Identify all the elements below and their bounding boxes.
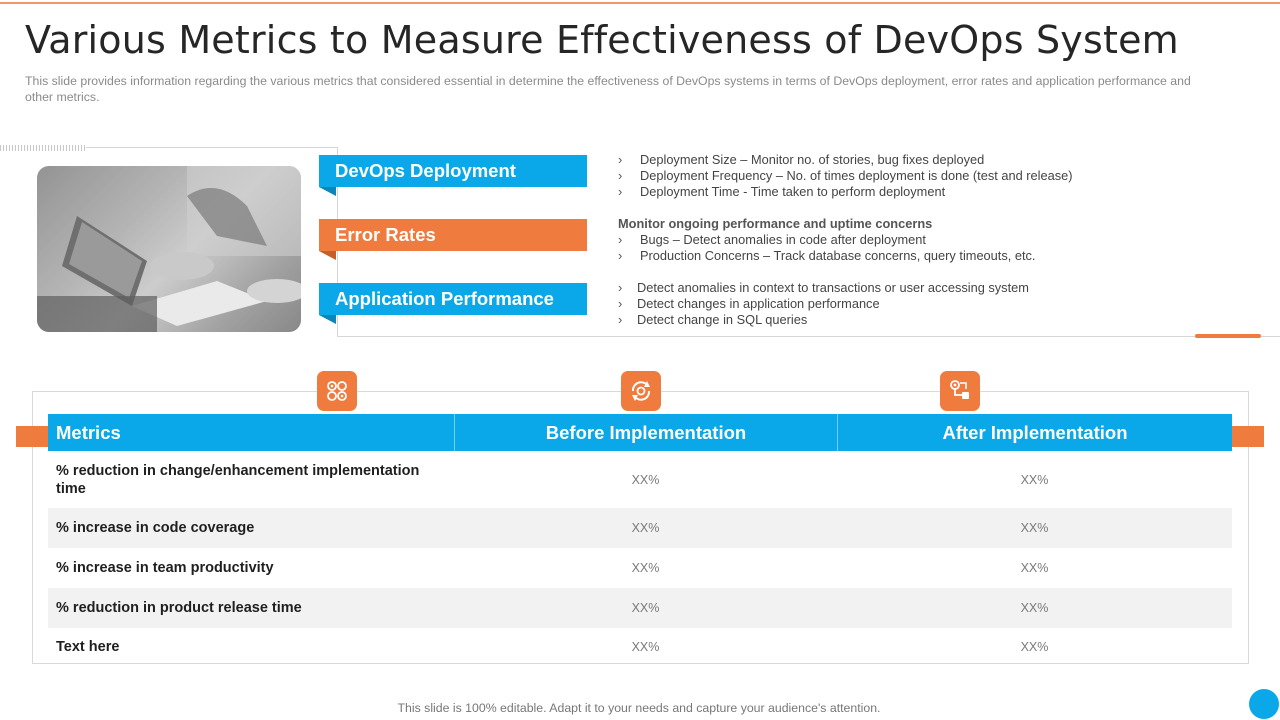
before-value: XX% (631, 640, 660, 654)
detail-bullet: › Bugs – Detect anomalies in code after d… (618, 232, 926, 247)
devops-deployment-details: › Deployment Size – Monitor no. of storie… (618, 152, 1072, 200)
metric-name: Text here (56, 639, 120, 655)
detail-bullet: › Deployment Frequency – No. of times dep… (618, 168, 1073, 183)
chevron-right-icon: › (618, 232, 623, 247)
after-value: XX% (1020, 561, 1049, 575)
cycle-refresh-icon (621, 371, 661, 411)
dashed-divider (0, 145, 86, 151)
category-label: Error Rates (335, 224, 436, 245)
category-tag-devops-deployment: DevOps Deployment (319, 155, 587, 196)
category-label: Application Performance (335, 288, 554, 309)
table-row: Text here XX% XX% (48, 628, 1232, 664)
chevron-right-icon: › (618, 168, 623, 183)
detail-bullet: › Production Concerns – Track database co… (618, 248, 1036, 263)
metric-name: % reduction in change/enhancement implem… (56, 463, 420, 497)
metric-name: % increase in team productivity (56, 560, 274, 576)
category-label: DevOps Deployment (335, 160, 516, 181)
after-value: XX% (1020, 521, 1049, 535)
page-title: Various Metrics to Measure Effectiveness… (25, 18, 1179, 62)
orange-accent-bar (1195, 334, 1261, 338)
chevron-right-icon: › (618, 152, 623, 167)
laptop-meeting-image (37, 166, 301, 332)
before-value: XX% (631, 473, 660, 487)
table-row: % reduction in change/enhancement implem… (48, 451, 1232, 508)
chevron-right-icon: › (618, 312, 623, 327)
column-header-after: After Implementation (837, 414, 1232, 451)
category-tag-application-performance: Application Performance (319, 283, 587, 324)
detail-heading: Monitor ongoing performance and uptime c… (618, 216, 933, 231)
detail-bullet: › Detect changes in application performan… (618, 296, 880, 311)
after-value: XX% (1020, 473, 1049, 487)
table-row: % increase in team productivity XX% XX% (48, 548, 1232, 588)
table-row: % reduction in product release time XX% … (48, 588, 1232, 628)
chevron-right-icon: › (618, 248, 623, 263)
table-header: Metrics Before Implementation After Impl… (48, 414, 1232, 451)
table-row: % increase in code coverage XX% XX% (48, 508, 1232, 548)
metric-name: % increase in code coverage (56, 520, 255, 536)
detail-bullet: › Detect anomalies in context to transact… (618, 280, 1029, 295)
workflow-gear-icon (940, 371, 980, 411)
tag-fold (319, 315, 336, 324)
before-value: XX% (631, 561, 660, 575)
frame-line-bottom (337, 336, 1280, 337)
after-value: XX% (1020, 601, 1049, 615)
column-header-before: Before Implementation (454, 414, 837, 451)
chevron-right-icon: › (618, 280, 623, 295)
grid-apps-icon (317, 371, 357, 411)
detail-bullet: › Detect change in SQL queries (618, 312, 808, 327)
before-value: XX% (631, 521, 660, 535)
detail-bullet: › Deployment Size – Monitor no. of storie… (618, 152, 985, 167)
tag-fold (319, 251, 336, 260)
tag-fold (319, 187, 336, 196)
application-performance-details: › Detect anomalies in context to transact… (618, 280, 1029, 328)
left-side-tab (16, 426, 48, 447)
before-value: XX% (631, 601, 660, 615)
category-tag-error-rates: Error Rates (319, 219, 587, 260)
top-accent-line (0, 2, 1280, 4)
column-header-metrics: Metrics (56, 422, 121, 443)
office-photo (37, 166, 301, 332)
chevron-right-icon: › (618, 296, 623, 311)
frame-line-top (86, 147, 338, 148)
right-side-tab (1232, 426, 1264, 447)
after-value: XX% (1020, 640, 1049, 654)
footer-note: This slide is 100% editable. Adapt it to… (397, 701, 881, 715)
page-subtitle: This slide provides information regardin… (25, 74, 1191, 104)
detail-bullet: › Deployment Time - Time taken to perform… (618, 184, 946, 199)
error-rates-details: Monitor ongoing performance and uptime c… (618, 216, 1036, 264)
corner-decoration (1249, 689, 1279, 719)
metric-name: % reduction in product release time (56, 600, 302, 616)
chevron-right-icon: › (618, 184, 623, 199)
